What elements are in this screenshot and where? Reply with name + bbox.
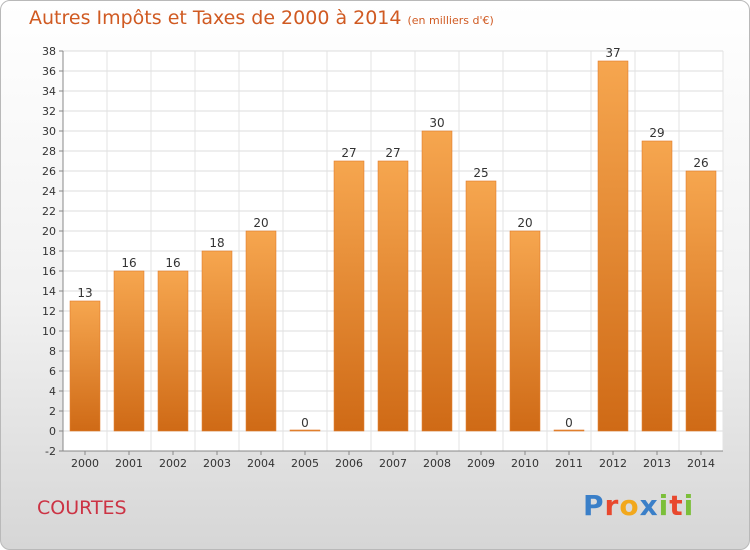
data-label-2002: 16 — [165, 256, 180, 270]
data-label-2010: 20 — [517, 216, 532, 230]
data-label-2004: 20 — [253, 216, 268, 230]
x-tick-label-2011: 2011 — [555, 457, 583, 470]
y-tick-label: 12 — [42, 305, 56, 318]
x-tick-label-2000: 2000 — [71, 457, 99, 470]
y-tick-label: 38 — [42, 45, 56, 58]
bar-2000 — [69, 300, 101, 432]
bar-2002 — [157, 270, 189, 432]
x-tick-label-2014: 2014 — [687, 457, 715, 470]
logo-letter: r — [604, 489, 620, 522]
data-label-2009: 25 — [473, 166, 488, 180]
y-tick-label: 22 — [42, 205, 56, 218]
x-tick-label-2013: 2013 — [643, 457, 671, 470]
label-layer: 13 16 16 18 20 0 27 27 30 25 20 0 37 29 26 — [77, 46, 708, 430]
data-label-2003: 18 — [209, 236, 224, 250]
y-tick-label: 30 — [42, 125, 56, 138]
data-label-2001: 16 — [121, 256, 136, 270]
x-tick-label-2001: 2001 — [115, 457, 143, 470]
x-tick-label-2007: 2007 — [379, 457, 407, 470]
x-tick-label-2002: 2002 — [159, 457, 187, 470]
y-tick-label: 34 — [42, 85, 56, 98]
data-label-2011: 0 — [565, 416, 573, 430]
logo-letter: P — [583, 489, 605, 522]
logo-letter: i — [658, 489, 670, 522]
proxiti-logo: Proxiti — [583, 489, 694, 522]
bar-2003 — [201, 250, 233, 432]
bar-layer — [69, 60, 717, 432]
bar-2014 — [685, 170, 717, 432]
bar-2012 — [597, 60, 629, 432]
data-label-2006: 27 — [341, 146, 356, 160]
chart-unit-label: (en milliers d'€) — [407, 14, 494, 27]
x-tick-label-2003: 2003 — [203, 457, 231, 470]
y-tick-label: 16 — [42, 265, 56, 278]
y-tick-label: 4 — [49, 385, 56, 398]
logo-letter: x — [639, 489, 659, 522]
y-tick-label: 8 — [49, 345, 56, 358]
y-tick-label: 36 — [42, 65, 56, 78]
x-tick-label-2006: 2006 — [335, 457, 363, 470]
y-tick-label: 18 — [42, 245, 56, 258]
data-label-2014: 26 — [693, 156, 708, 170]
y-tick-label: 10 — [42, 325, 56, 338]
y-tick-label: 0 — [49, 425, 56, 438]
x-tick-label-2012: 2012 — [599, 457, 627, 470]
chart-title: Autres Impôts et Taxes de 2000 à 2014 (en… — [29, 7, 494, 29]
x-tick-label-2005: 2005 — [291, 457, 319, 470]
bar-2004 — [245, 230, 277, 432]
x-tick-label-2004: 2004 — [247, 457, 275, 470]
axis-layer: -202468101214161820222426283032343638200… — [42, 45, 723, 470]
data-label-2005: 0 — [301, 416, 309, 430]
logo-letter: o — [619, 489, 640, 522]
x-tick-label-2008: 2008 — [423, 457, 451, 470]
y-tick-label: 24 — [42, 185, 56, 198]
bar-2013 — [641, 140, 673, 432]
bar-2008 — [421, 130, 453, 432]
y-tick-label: 28 — [42, 145, 56, 158]
data-label-2013: 29 — [649, 126, 664, 140]
logo-letter: i — [683, 489, 695, 522]
y-tick-label: 26 — [42, 165, 56, 178]
bar-2001 — [113, 270, 145, 432]
bar-2009 — [465, 180, 497, 432]
x-tick-label-2010: 2010 — [511, 457, 539, 470]
data-label-2008: 30 — [429, 116, 444, 130]
bar-2006 — [333, 160, 365, 432]
y-tick-label: 14 — [42, 285, 56, 298]
logo-letter: t — [669, 489, 684, 522]
data-label-2007: 27 — [385, 146, 400, 160]
y-tick-label: -2 — [45, 445, 56, 458]
y-tick-label: 6 — [49, 365, 56, 378]
y-tick-label: 20 — [42, 225, 56, 238]
bar-2007 — [377, 160, 409, 432]
bar-2005 — [289, 429, 321, 432]
data-label-2000: 13 — [77, 286, 92, 300]
bar-2011 — [553, 429, 585, 432]
commune-name: COURTES — [37, 497, 127, 519]
data-label-2012: 37 — [605, 46, 620, 60]
y-tick-label: 32 — [42, 105, 56, 118]
bar-2010 — [509, 230, 541, 432]
y-tick-label: 2 — [49, 405, 56, 418]
chart-title-text: Autres Impôts et Taxes de 2000 à 2014 — [29, 7, 402, 29]
x-tick-label-2009: 2009 — [467, 457, 495, 470]
